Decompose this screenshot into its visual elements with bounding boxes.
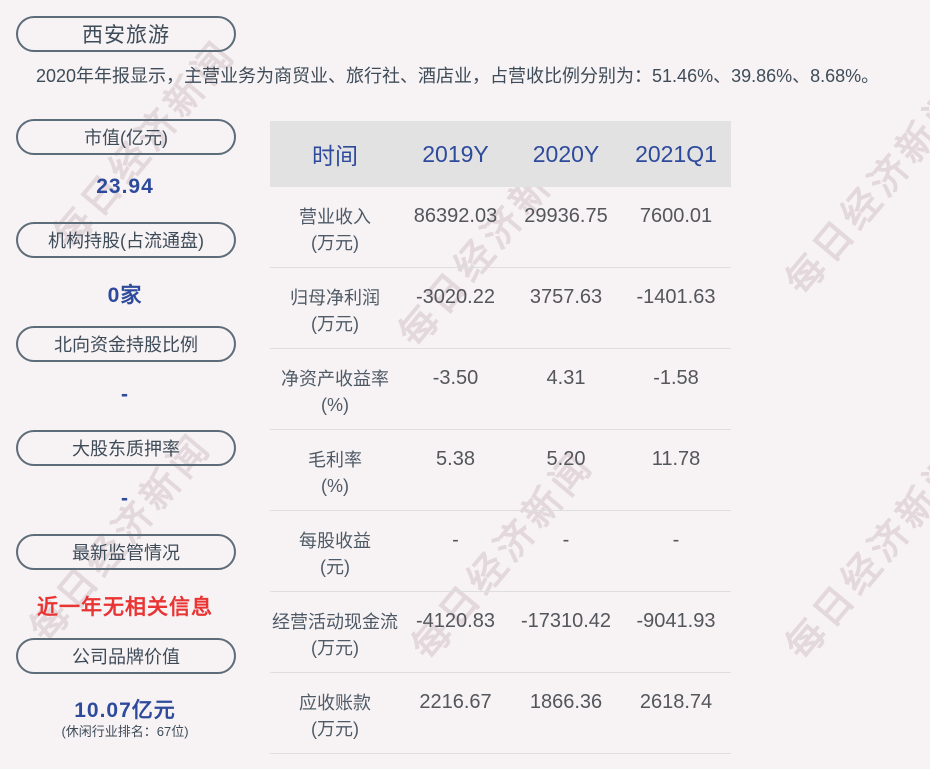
metric-value-shareholder-pledge: - xyxy=(121,487,129,510)
financials-table: 时间 2019Y 2020Y 2021Q1 营业收入 (万元) 86392.03 … xyxy=(270,121,731,754)
cell-value: -9041.93 xyxy=(636,610,716,632)
cell-value: -4120.83 xyxy=(416,610,495,632)
column-header-2020y: 2020Y xyxy=(532,140,600,167)
metric-label-market-cap: 市值(亿元) xyxy=(16,119,236,155)
cell-value: -1.58 xyxy=(653,367,699,389)
cell-value: 4.31 xyxy=(546,367,586,389)
metric-label-northbound-holding: 北向资金持股比例 xyxy=(16,326,236,362)
table-row-operating-cash-flow: 经营活动现金流 (万元) -4120.83 -17310.42 -9041.93 xyxy=(270,592,731,673)
metric-value-market-cap: 23.94 xyxy=(96,175,154,198)
cell-value: 5.38 xyxy=(436,448,475,470)
metric-value-institutional-holding: 0家 xyxy=(107,284,143,307)
row-label: 经营活动现金流 xyxy=(272,612,398,632)
cell-value: 7600.01 xyxy=(639,205,713,227)
watermark-text: 每日经济新闻 xyxy=(778,78,930,304)
row-label: 归母净利润 xyxy=(290,288,380,308)
row-label: 毛利率 xyxy=(308,450,362,470)
row-label: 营业收入 xyxy=(299,207,371,227)
cell-value: -1401.63 xyxy=(636,286,716,308)
cell-value: 2618.74 xyxy=(639,691,713,713)
table-row-accounts-receivable: 应收账款 (万元) 2216.67 1866.36 2618.74 xyxy=(270,673,731,754)
metric-label-brand-value: 公司品牌价值 xyxy=(16,638,236,674)
cell-value: - xyxy=(452,529,459,551)
column-header-2019y: 2019Y xyxy=(422,140,489,167)
metric-label-regulatory-status: 最新监管情况 xyxy=(16,534,236,570)
cell-value: 3757.63 xyxy=(529,286,603,308)
cell-value: - xyxy=(562,529,570,551)
cell-value: -3.50 xyxy=(432,367,479,389)
cell-value: 11.78 xyxy=(651,448,701,470)
company-name-badge: 西安旅游 xyxy=(16,16,236,52)
table-row-eps: 每股收益 (元) - - - xyxy=(270,511,731,592)
cell-value: 2216.67 xyxy=(419,691,492,713)
metric-value-regulatory-status: 近一年无相关信息 xyxy=(37,596,213,619)
column-header-2021q1: 2021Q1 xyxy=(635,140,717,167)
row-unit: (%) xyxy=(321,476,349,496)
row-label: 每股收益 xyxy=(299,531,371,551)
table-header-row: 时间 2019Y 2020Y 2021Q1 xyxy=(270,121,731,187)
row-unit: (万元) xyxy=(311,719,359,739)
cell-value: 86392.03 xyxy=(413,205,498,227)
cell-value: -3020.22 xyxy=(416,286,495,308)
row-unit: (万元) xyxy=(311,233,359,253)
table-row-gross-margin: 毛利率 (%) 5.38 5.20 11.78 xyxy=(270,430,731,511)
business-summary: 2020年年报显示，主营业务为商贸业、旅行社、酒店业，占营收比例分别为：51.4… xyxy=(36,66,880,86)
table-row-net-profit: 归母净利润 (万元) -3020.22 3757.63 -1401.63 xyxy=(270,268,731,349)
cell-value: 29936.75 xyxy=(524,205,608,227)
column-header-time: 时间 xyxy=(312,143,358,169)
cell-value: 1866.36 xyxy=(529,691,603,713)
metric-label-institutional-holding: 机构持股(占流通盘) xyxy=(16,222,236,258)
table-row-roe: 净资产收益率 (%) -3.50 4.31 -1.58 xyxy=(270,349,731,430)
cell-value: - xyxy=(672,529,680,551)
row-unit: (%) xyxy=(321,395,349,415)
cell-value: 5.20 xyxy=(546,448,586,470)
watermark-text: 每日经济新闻 xyxy=(778,443,930,669)
metric-value-brand-value: 10.07亿元 xyxy=(74,699,176,722)
metric-label-shareholder-pledge: 大股东质押率 xyxy=(16,430,236,466)
table-row-revenue: 营业收入 (万元) 86392.03 29936.75 7600.01 xyxy=(270,187,731,268)
brand-value-ranking-note: (休闲行业排名：67位) xyxy=(61,724,189,739)
row-unit: (元) xyxy=(320,557,350,577)
row-unit: (万元) xyxy=(311,638,359,658)
metric-value-northbound-holding: - xyxy=(121,383,129,406)
row-label: 应收账款 xyxy=(299,693,371,713)
row-label: 净资产收益率 xyxy=(281,369,389,389)
row-unit: (万元) xyxy=(311,314,359,334)
cell-value: -17310.42 xyxy=(520,610,612,632)
